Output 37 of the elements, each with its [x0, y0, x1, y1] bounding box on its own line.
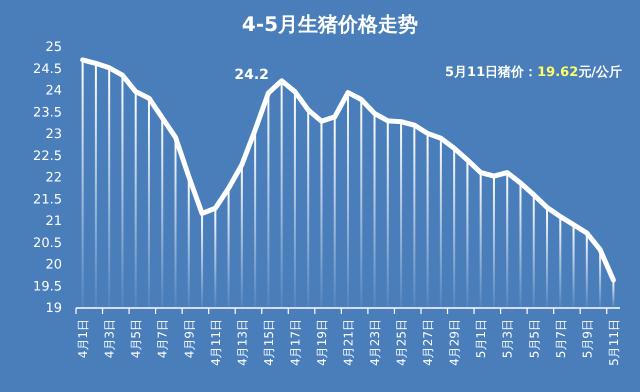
x-tick-label: 4月7日 — [156, 319, 170, 358]
x-tick-label: 5月9日 — [580, 319, 594, 358]
x-tick-label: 4月5日 — [129, 319, 144, 358]
x-tick-label: 4月29日 — [448, 319, 462, 366]
y-tick-label: 19.5 — [33, 279, 62, 294]
x-tick-label: 5月1日 — [474, 319, 488, 358]
x-tick-label: 4月21日 — [342, 319, 356, 366]
y-tick-label: 19 — [45, 301, 62, 316]
y-tick-label: 23 — [45, 127, 62, 142]
x-tick-label: 4月15日 — [262, 319, 276, 366]
x-tick-label: 5月3日 — [500, 319, 515, 358]
y-tick-label: 25 — [45, 40, 62, 55]
x-tick-label: 4月1日 — [76, 319, 90, 358]
x-tick-label: 5月5日 — [527, 319, 542, 358]
x-tick-label: 4月9日 — [182, 319, 196, 358]
y-tick-label: 22.5 — [33, 148, 62, 164]
x-tick-label: 4月13日 — [235, 319, 250, 366]
x-tick-label: 5月11日 — [606, 319, 621, 366]
y-tick-label: 22 — [45, 170, 62, 186]
y-tick-label: 20 — [45, 258, 62, 272]
y-tick-label: 20.5 — [33, 236, 62, 251]
y-tick-label: 24 — [45, 84, 62, 98]
data-label: 24.2 — [234, 66, 269, 83]
x-tick-label: 4月3日 — [102, 319, 117, 358]
y-tick-label: 23.5 — [33, 105, 62, 120]
y-tick-label: 24.5 — [33, 62, 62, 77]
x-tick-label: 4月25日 — [394, 319, 409, 366]
x-tick-label: 4月17日 — [288, 319, 302, 366]
chart-title: 4-5月生猪价格走势 — [242, 12, 418, 36]
y-tick-label: 21.5 — [33, 192, 62, 208]
x-tick-label: 4月11日 — [208, 319, 223, 366]
x-tick-label: 5月7日 — [554, 319, 568, 358]
y-tick-label: 21 — [45, 214, 62, 229]
x-tick-label: 4月19日 — [314, 319, 329, 366]
annotation: 5月11日猪价：19.62元/公斤 — [444, 64, 622, 80]
x-tick-label: 4月27日 — [421, 319, 436, 366]
x-tick-label: 4月23日 — [368, 319, 382, 366]
